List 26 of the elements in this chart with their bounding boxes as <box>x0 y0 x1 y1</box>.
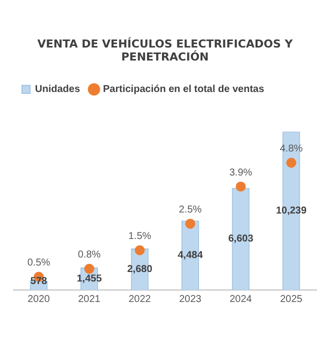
data-label: 6,603 <box>228 234 254 245</box>
data-label: 1.5% <box>128 230 152 242</box>
data-label: 4.8% <box>280 143 303 154</box>
chart-title: VENTA DE VEHÍCULOS ELECTRIFICADOS Y PENETRACIÓN <box>37 36 294 64</box>
data-label: 0.8% <box>78 250 101 261</box>
data-label: 2.5% <box>178 204 202 216</box>
data-label: 4,484 <box>178 250 204 262</box>
legend-label: Participación en el total de ventas <box>103 84 265 96</box>
data-label: 1,455 <box>76 274 102 284</box>
point <box>84 264 94 274</box>
x-tick-label: 2022 <box>128 294 152 305</box>
point <box>236 182 246 192</box>
data-label: 10,239 <box>276 206 307 217</box>
x-tick-label: 2021 <box>78 294 101 305</box>
data-label: 2,680 <box>127 264 153 276</box>
x-tick-label: 2024 <box>230 294 252 305</box>
legend-label: Unidades <box>35 84 80 96</box>
data-label: 578 <box>30 276 48 287</box>
data-label: 3.9% <box>229 167 252 178</box>
point <box>185 218 196 229</box>
data-label: 0.5% <box>27 257 50 268</box>
x-tick-label: 2025 <box>280 294 303 305</box>
point <box>134 245 145 256</box>
point <box>286 158 296 168</box>
x-tick-label: 2023 <box>179 294 202 305</box>
x-tick-label: 2020 <box>28 294 50 305</box>
